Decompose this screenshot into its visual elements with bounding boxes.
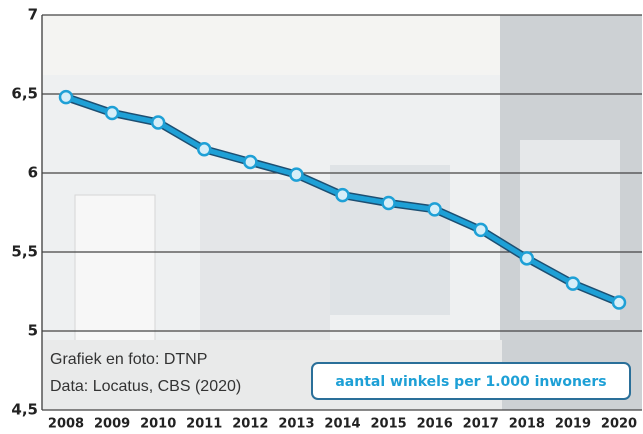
marker — [475, 224, 487, 236]
chart: Grafiek en foto: DTNP Data: Locatus, CBS… — [0, 0, 643, 434]
marker — [429, 203, 441, 215]
x-tick-label: 2016 — [417, 417, 453, 432]
marker — [337, 189, 349, 201]
x-tick-label: 2010 — [140, 417, 176, 432]
marker — [567, 278, 579, 290]
marker — [383, 197, 395, 209]
x-tick-label: 2017 — [463, 417, 499, 432]
y-tick-label: 6,5 — [11, 85, 38, 103]
y-tick-label: 4,5 — [11, 401, 38, 419]
annotation: Data: Locatus, CBS (2020) — [50, 378, 241, 395]
y-tick-label: 5 — [28, 322, 38, 340]
marker — [152, 116, 164, 128]
y-tick-label: 5,5 — [11, 243, 38, 261]
marker — [613, 297, 625, 309]
x-tick-label: 2008 — [48, 417, 84, 432]
marker — [521, 252, 533, 264]
x-tick-label: 2015 — [370, 417, 406, 432]
x-tick-label: 2012 — [232, 417, 268, 432]
y-tick-label: 6 — [28, 164, 38, 182]
x-tick-label: 2011 — [186, 417, 222, 432]
marker — [244, 156, 256, 168]
marker — [106, 107, 118, 119]
x-tick-label: 2009 — [94, 417, 130, 432]
x-tick-label: 2019 — [555, 417, 591, 432]
legend-label: aantal winkels per 1.000 inwoners — [335, 374, 606, 390]
x-tick-label: 2020 — [601, 417, 637, 432]
annotation: Grafiek en foto: DTNP — [50, 351, 207, 368]
x-tick-label: 2013 — [278, 417, 314, 432]
marker — [198, 143, 210, 155]
x-tick-label: 2014 — [324, 417, 360, 432]
marker — [290, 169, 302, 181]
x-tick-label: 2018 — [509, 417, 545, 432]
y-tick-label: 7 — [28, 6, 38, 24]
marker — [60, 91, 72, 103]
